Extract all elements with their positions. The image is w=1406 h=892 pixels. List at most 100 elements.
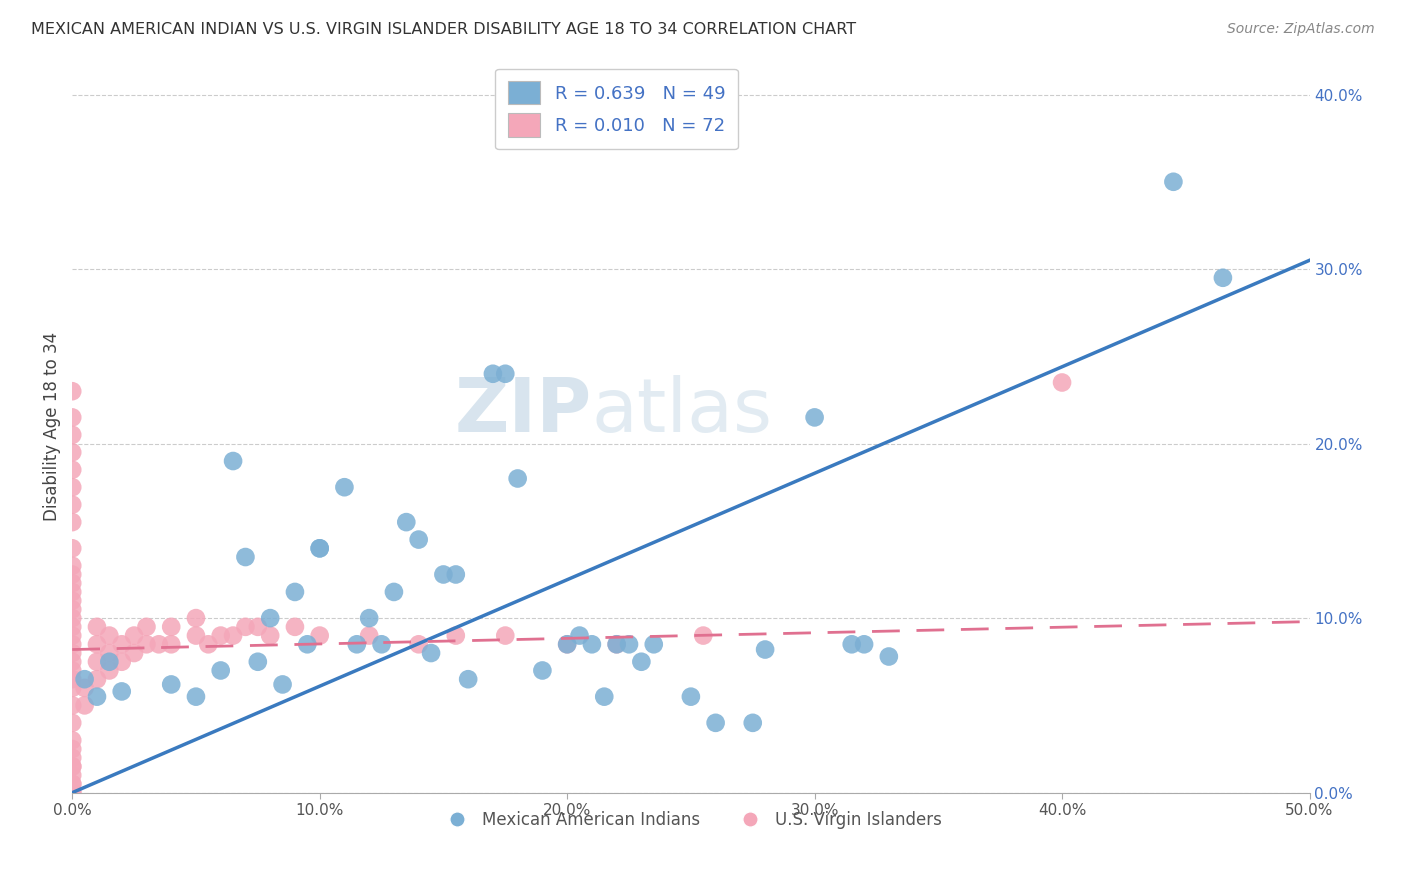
Point (197, 637, 219, 651)
Point (60, 593, 83, 607)
Point (630, 655, 652, 669)
Point (359, 629, 381, 643)
Point (160, 637, 183, 651)
Point (86, 655, 108, 669)
Point (606, 637, 628, 651)
Point (148, 637, 170, 651)
Point (160, 620, 183, 634)
Point (98, 655, 121, 669)
Point (60, 498, 83, 512)
Point (184, 629, 207, 643)
Point (408, 533, 430, 547)
Point (60, 672, 83, 686)
Point (235, 620, 257, 634)
Point (555, 637, 578, 651)
Point (135, 620, 157, 634)
Point (60, 515, 83, 529)
Point (432, 567, 454, 582)
Point (643, 637, 665, 651)
Point (60, 786, 83, 800)
Point (184, 690, 207, 704)
Point (395, 515, 418, 529)
Y-axis label: Disability Age 18 to 34: Disability Age 18 to 34 (44, 332, 60, 521)
Point (754, 642, 776, 657)
Point (60, 620, 83, 634)
Point (60, 558, 83, 573)
Point (122, 629, 145, 643)
Point (692, 629, 714, 643)
Point (457, 672, 479, 686)
Point (60, 681, 83, 695)
Point (222, 454, 245, 468)
Point (73, 698, 96, 713)
Point (86, 690, 108, 704)
Point (853, 637, 876, 651)
Point (98, 629, 121, 643)
Point (60, 786, 83, 800)
Point (60, 637, 83, 651)
Point (60, 698, 83, 713)
Point (73, 681, 96, 695)
Point (581, 637, 603, 651)
Point (494, 367, 516, 381)
Point (98, 664, 121, 678)
Point (617, 637, 640, 651)
Point (308, 629, 330, 643)
Point (60, 777, 83, 791)
Point (86, 672, 108, 686)
Point (593, 690, 616, 704)
Text: MEXICAN AMERICAN INDIAN VS U.S. VIRGIN ISLANDER DISABILITY AGE 18 TO 34 CORRELAT: MEXICAN AMERICAN INDIAN VS U.S. VIRGIN I… (31, 22, 856, 37)
Point (1050, 376, 1073, 390)
Text: ZIP: ZIP (454, 375, 592, 448)
Point (60, 646, 83, 660)
Point (60, 428, 83, 442)
Point (482, 367, 505, 381)
Point (308, 541, 330, 556)
Text: Source: ZipAtlas.com: Source: ZipAtlas.com (1227, 22, 1375, 37)
Point (568, 629, 591, 643)
Point (531, 664, 554, 678)
Point (111, 655, 134, 669)
Point (408, 637, 430, 651)
Point (209, 629, 232, 643)
Point (60, 742, 83, 756)
Point (111, 637, 134, 651)
Point (555, 637, 578, 651)
Point (60, 759, 83, 773)
Point (359, 611, 381, 625)
Point (506, 471, 529, 485)
Point (370, 637, 392, 651)
Point (209, 664, 232, 678)
Point (60, 445, 83, 459)
Point (222, 629, 245, 643)
Point (333, 480, 356, 494)
Point (704, 715, 727, 730)
Point (60, 733, 83, 747)
Text: atlas: atlas (592, 375, 773, 448)
Point (160, 677, 183, 691)
Point (803, 410, 825, 425)
Point (297, 637, 319, 651)
Point (271, 677, 294, 691)
Point (60, 777, 83, 791)
Point (284, 620, 307, 634)
Point (60, 768, 83, 782)
Point (346, 637, 368, 651)
Point (60, 715, 83, 730)
Point (444, 629, 467, 643)
Point (60, 384, 83, 399)
Point (259, 629, 281, 643)
Point (1212, 270, 1234, 285)
Point (877, 649, 900, 664)
Point (60, 664, 83, 678)
Point (60, 629, 83, 643)
Point (86, 620, 108, 634)
Point (122, 646, 145, 660)
Point (98, 646, 121, 660)
Point (246, 620, 269, 634)
Point (60, 602, 83, 616)
Point (246, 655, 269, 669)
Point (60, 750, 83, 764)
Point (841, 637, 863, 651)
Point (184, 611, 207, 625)
